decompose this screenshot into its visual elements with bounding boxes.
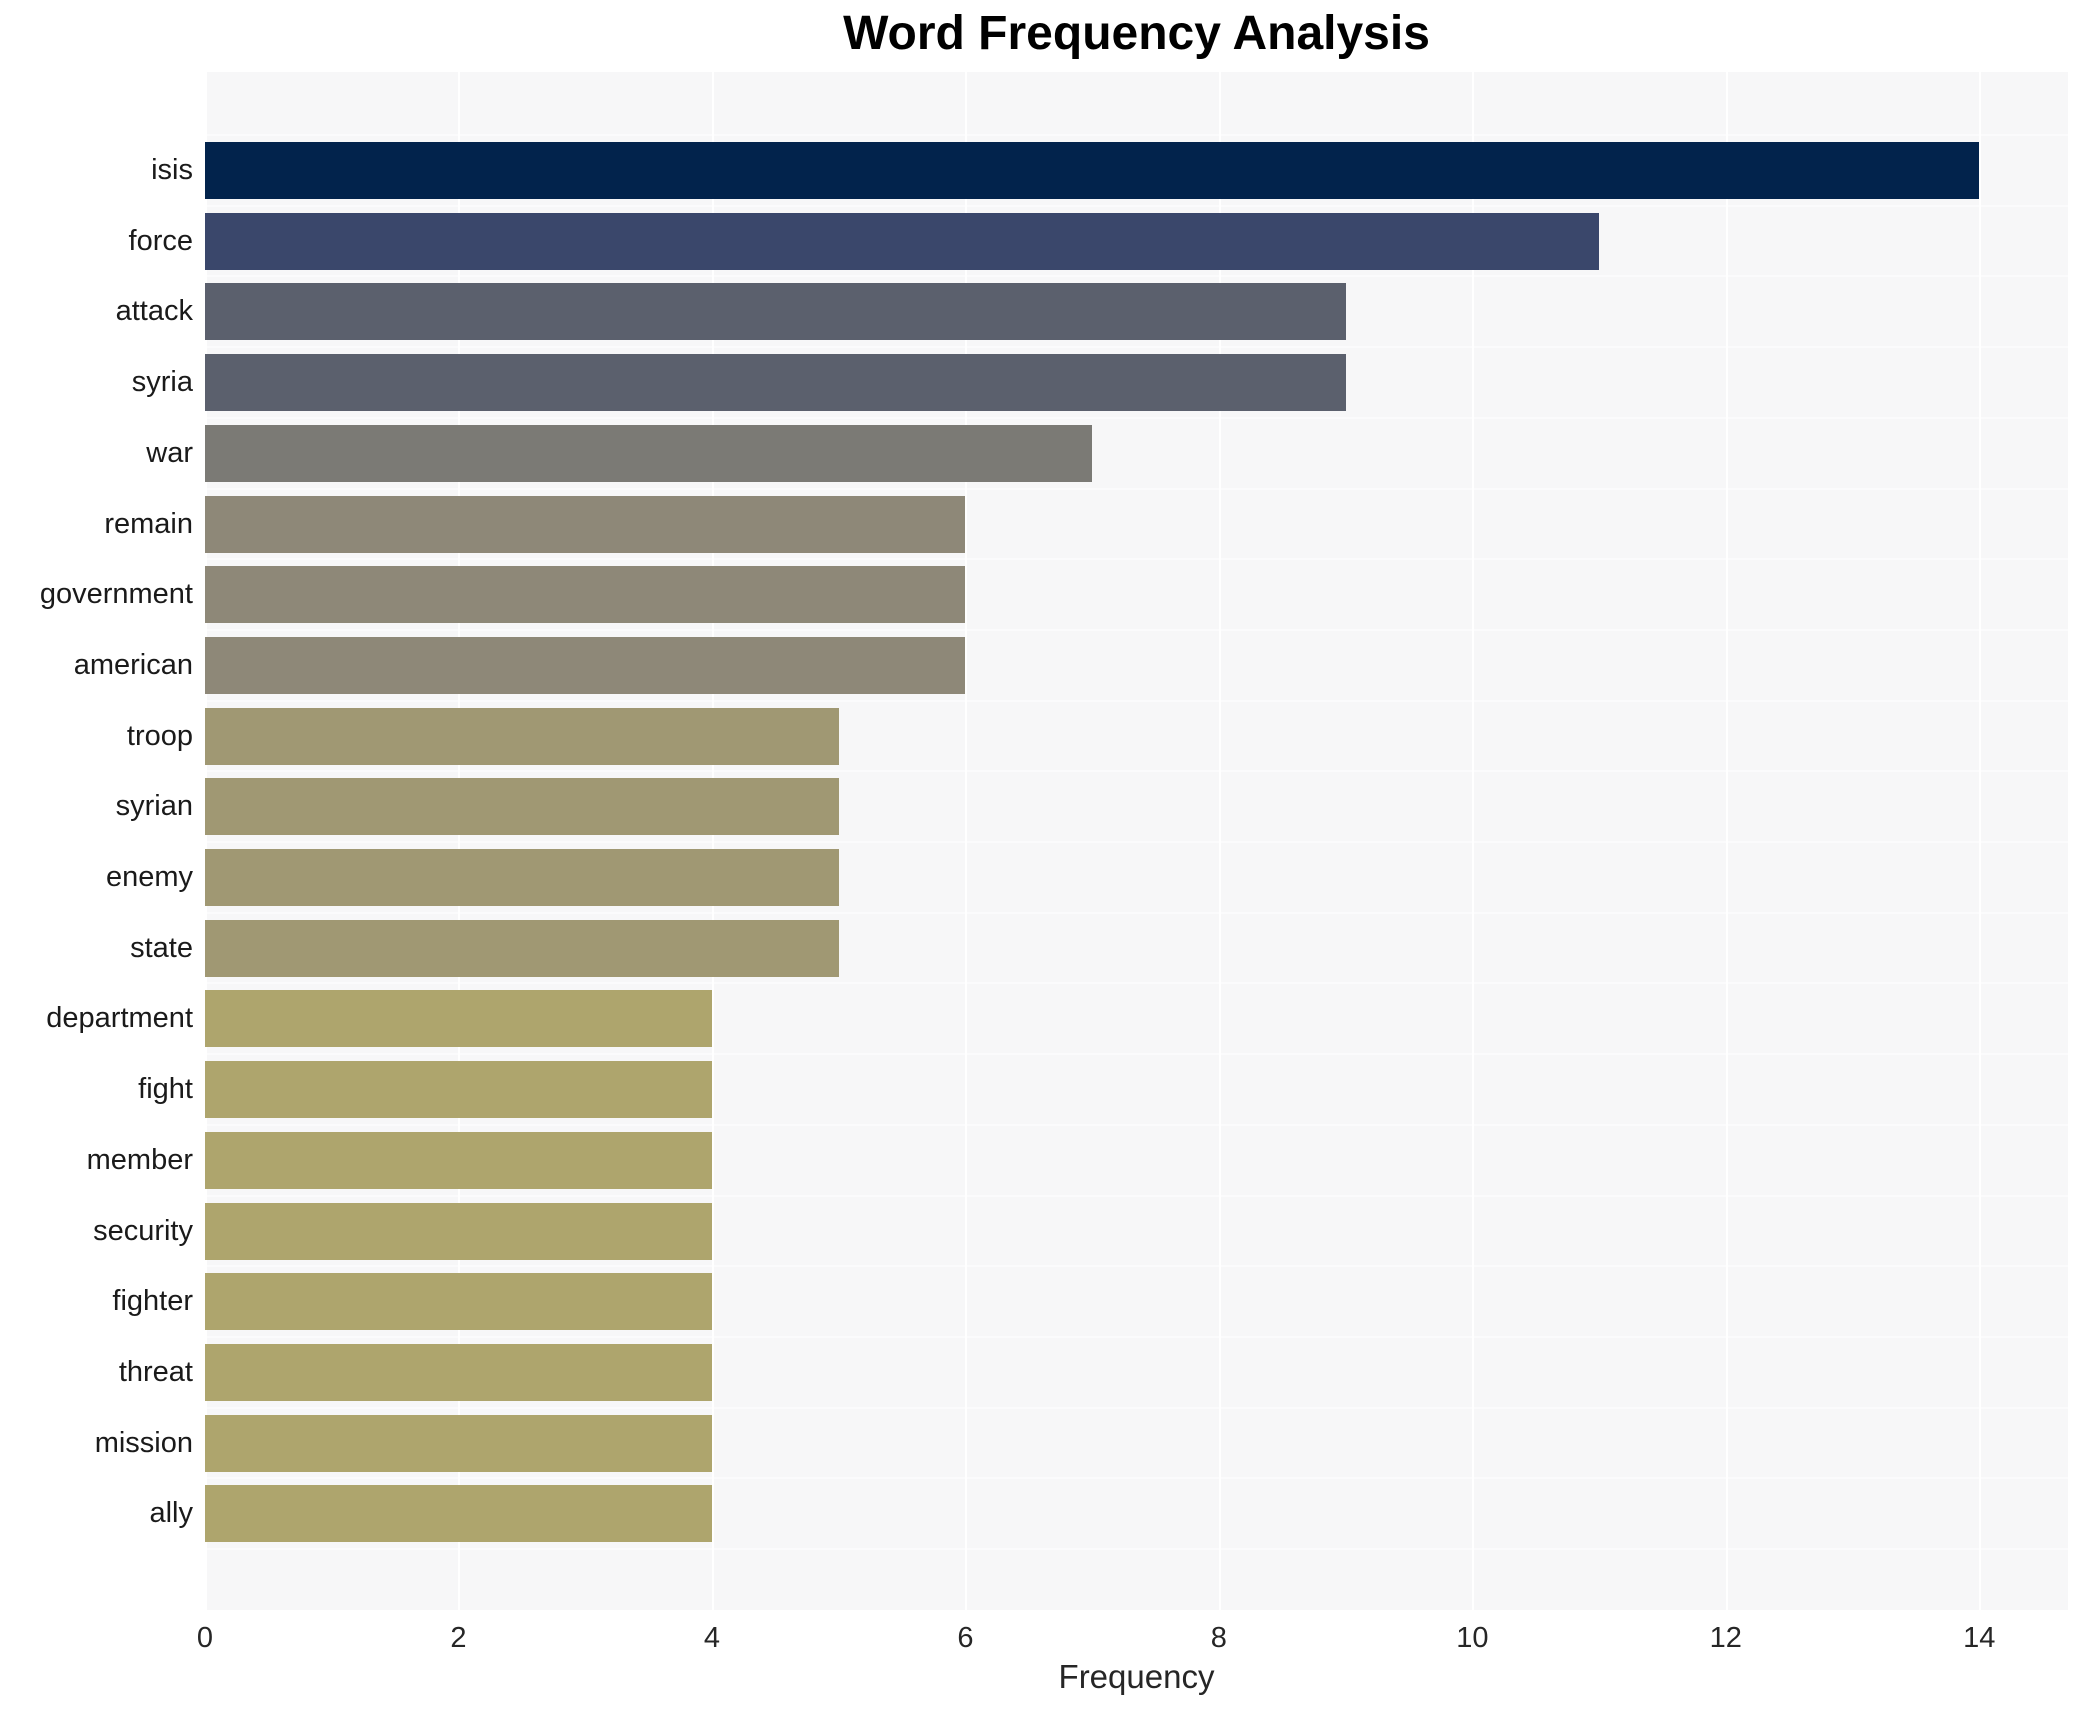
horizontal-gridline: [205, 275, 2068, 278]
horizontal-gridline: [205, 487, 2068, 490]
bar-label-government: government: [39, 578, 193, 611]
horizontal-gridline: [205, 204, 2068, 207]
bar-label-troop: troop: [126, 719, 193, 752]
bar-label-remain: remain: [104, 507, 193, 540]
bar-fighter: [205, 1273, 712, 1331]
bar-attack: [205, 283, 1346, 341]
bar-government: [205, 566, 966, 624]
x-tick-12: 12: [1709, 1622, 1742, 1654]
bar-label-force: force: [128, 224, 193, 257]
horizontal-gridline: [205, 699, 2068, 702]
bar-label-enemy: enemy: [105, 861, 193, 893]
bar-troop: [205, 707, 839, 765]
horizontal-gridline: [205, 1265, 2068, 1268]
bar-force: [205, 212, 1600, 270]
vertical-gridline: [712, 72, 714, 1610]
bar-label-syrian: syrian: [115, 790, 193, 823]
bar-security: [205, 1202, 712, 1260]
horizontal-gridline: [205, 346, 2068, 349]
vertical-gridline: [205, 72, 207, 1610]
x-tick-2: 2: [450, 1622, 467, 1654]
bar-label-ally: ally: [149, 1497, 193, 1530]
horizontal-gridline: [205, 1406, 2068, 1409]
bar-label-state: state: [130, 931, 193, 964]
bar-label-security: security: [93, 1214, 193, 1247]
x-tick-10: 10: [1456, 1622, 1489, 1654]
horizontal-gridline: [205, 1053, 2068, 1056]
horizontal-gridline: [205, 911, 2068, 914]
vertical-gridline: [965, 72, 967, 1610]
horizontal-gridline: [205, 416, 2068, 419]
horizontal-gridline: [205, 1335, 2068, 1338]
bar-label-fighter: fighter: [112, 1285, 193, 1318]
horizontal-gridline: [205, 558, 2068, 561]
horizontal-gridline: [205, 770, 2068, 773]
bar-syria: [205, 354, 1346, 412]
horizontal-gridline: [205, 982, 2068, 985]
vertical-gridline: [1472, 72, 1474, 1610]
x-tick-0: 0: [196, 1622, 214, 1654]
bar-label-american: american: [73, 648, 193, 681]
bar-label-fight: fight: [138, 1073, 193, 1106]
x-axis-title: Frequency: [1058, 1658, 1215, 1695]
bar-label-member: member: [86, 1143, 193, 1176]
bar-war: [205, 424, 1093, 482]
x-tick-4: 4: [703, 1622, 720, 1654]
bar-state: [205, 919, 839, 977]
plot-panel: [205, 72, 2068, 1610]
horizontal-gridline: [205, 134, 2068, 136]
bar-department: [205, 990, 712, 1048]
bar-american: [205, 636, 966, 694]
horizontal-gridline: [205, 1194, 2068, 1197]
bar-label-isis: isis: [151, 154, 193, 186]
horizontal-gridline: [205, 628, 2068, 631]
vertical-gridline: [458, 72, 460, 1610]
bar-label-threat: threat: [118, 1355, 193, 1388]
x-tick-8: 8: [1210, 1622, 1227, 1654]
vertical-gridline: [1219, 72, 1221, 1610]
bar-isis: [205, 142, 1980, 199]
bar-ally: [205, 1485, 712, 1543]
horizontal-gridline: [205, 1548, 2068, 1550]
bar-label-department: department: [46, 1002, 193, 1035]
bar-remain: [205, 495, 966, 553]
bar-mission: [205, 1414, 712, 1472]
bar-member: [205, 1131, 712, 1189]
bar-label-syria: syria: [131, 366, 193, 399]
x-tick-6: 6: [957, 1622, 974, 1654]
bar-label-mission: mission: [94, 1426, 193, 1459]
vertical-gridline: [1979, 72, 1981, 1610]
bar-label-attack: attack: [115, 295, 193, 328]
bar-enemy: [205, 849, 839, 906]
bar-syrian: [205, 778, 839, 836]
horizontal-gridline: [205, 841, 2068, 843]
bar-threat: [205, 1343, 712, 1401]
horizontal-gridline: [205, 1123, 2068, 1126]
vertical-gridline: [1726, 72, 1728, 1610]
horizontal-gridline: [205, 1477, 2068, 1480]
chart-title: Word Frequency Analysis: [843, 7, 1430, 60]
bar-fight: [205, 1061, 712, 1119]
x-tick-14: 14: [1963, 1622, 1996, 1654]
bar-label-war: war: [146, 436, 193, 469]
